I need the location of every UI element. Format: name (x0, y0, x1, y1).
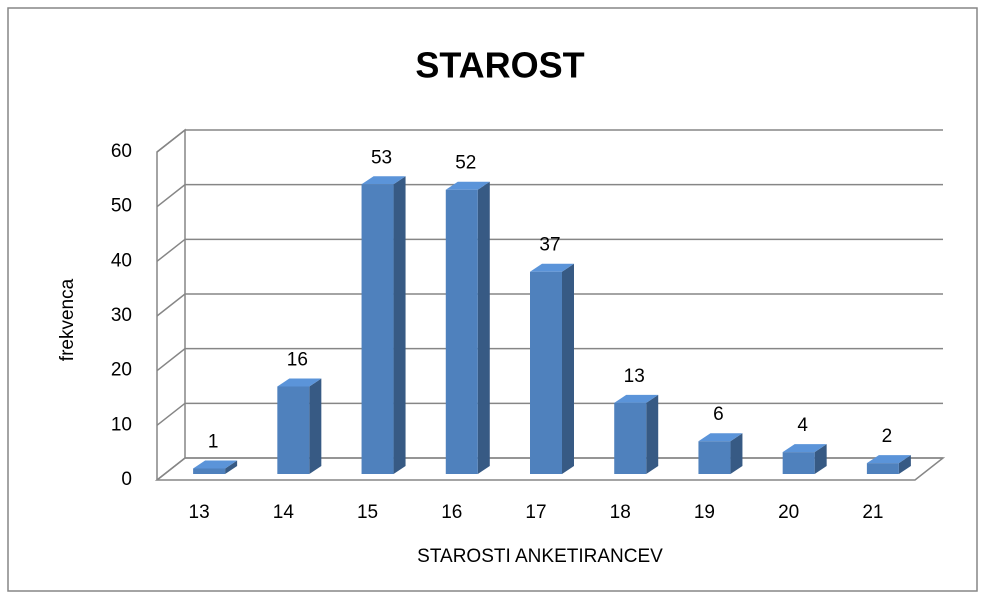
bar-front (530, 271, 562, 474)
bar (782, 444, 827, 474)
bar-side (814, 444, 827, 474)
grid-line (156, 293, 943, 317)
bar-front (445, 189, 478, 474)
chart-border (7, 7, 978, 592)
data-label: 6 (713, 404, 724, 425)
x-tick-label: 13 (189, 502, 210, 523)
y-tick-label: 50 (111, 196, 132, 217)
y-tick-label: 40 (111, 250, 132, 271)
bar (445, 181, 490, 474)
bar (193, 460, 238, 474)
bar-top (614, 394, 659, 403)
data-label: 52 (455, 153, 476, 174)
bar-side (730, 433, 743, 474)
grid-line (156, 347, 943, 372)
x-tick-label: 18 (610, 502, 631, 523)
data-label: 37 (539, 235, 560, 256)
grid-line (156, 129, 943, 153)
bar (614, 394, 659, 474)
bar-side (898, 455, 911, 474)
bar-front (361, 184, 394, 474)
x-tick-label: 20 (778, 502, 799, 523)
chart-title: STAROST (415, 45, 584, 86)
x-tick-label: 19 (694, 502, 715, 523)
bar-top (193, 460, 238, 469)
bar-top (698, 433, 743, 442)
bar-side (309, 378, 322, 474)
bar-top (782, 444, 827, 453)
grid-line (156, 457, 943, 481)
bar-top (277, 378, 322, 387)
bar-front (782, 452, 815, 474)
x-tick-label: 21 (862, 502, 883, 523)
bar-side (477, 181, 490, 474)
bar-side (646, 394, 659, 474)
data-label: 53 (371, 147, 392, 168)
bar-side (562, 263, 574, 474)
bar (361, 176, 406, 474)
x-axis-label: STAROSTI ANKETIRANCEV (417, 546, 663, 567)
y-tick-label: 20 (111, 360, 132, 381)
bar-top (445, 181, 490, 190)
bar (530, 263, 574, 474)
bar (277, 378, 322, 474)
bar-front (866, 463, 899, 474)
data-label: 13 (624, 366, 645, 387)
data-label: 4 (797, 415, 808, 436)
y-axis-label: frekvenca (57, 278, 78, 361)
y-tick-label: 60 (111, 141, 132, 162)
bar-front (698, 441, 731, 474)
grid-line (156, 238, 943, 262)
bar-side (225, 460, 238, 474)
y-tick-label: 30 (111, 305, 132, 326)
bar (698, 433, 743, 474)
bar-top (866, 455, 911, 464)
x-tick-label: 17 (525, 502, 546, 523)
grid-line (156, 402, 943, 426)
y-tick-label: 0 (121, 469, 132, 490)
bar-top (530, 263, 574, 272)
bar-side (393, 176, 406, 474)
bar-front (277, 386, 310, 474)
data-label: 2 (882, 426, 893, 447)
y-tick-label: 10 (111, 414, 132, 435)
x-tick-label: 15 (357, 502, 378, 523)
bar-front (614, 402, 647, 474)
data-label: 16 (287, 350, 308, 371)
bar-top (361, 176, 406, 185)
bar (866, 455, 911, 474)
x-tick-label: 14 (273, 502, 295, 523)
grid-line (156, 183, 943, 208)
data-label: 1 (208, 432, 219, 453)
x-tick-label: 16 (441, 502, 462, 523)
bar-front (193, 468, 226, 474)
